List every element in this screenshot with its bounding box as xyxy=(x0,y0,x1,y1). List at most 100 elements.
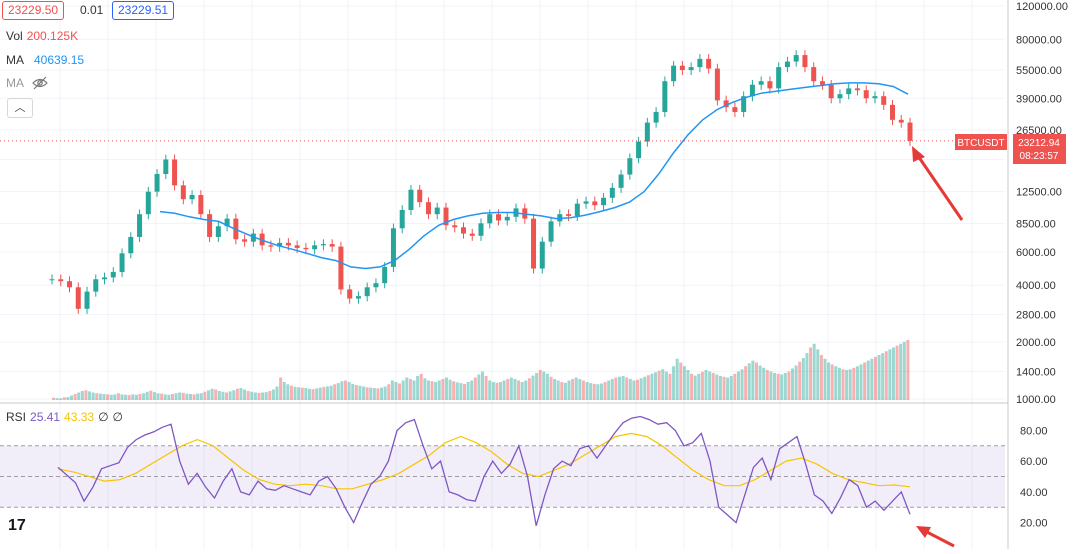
volume-bar xyxy=(282,382,286,400)
volume-bar xyxy=(448,379,452,400)
volume-bar xyxy=(852,367,856,400)
volume-bar xyxy=(188,394,192,400)
bid-price-chip[interactable]: 23229.50 xyxy=(2,1,65,20)
volume-bar xyxy=(863,362,867,400)
candle xyxy=(846,88,852,95)
volume-bar xyxy=(217,391,221,400)
collapse-legend-button[interactable]: ︿ xyxy=(7,98,33,118)
volume-legend[interactable]: Vol 200.125K xyxy=(6,29,78,43)
volume-bar xyxy=(477,374,481,400)
candle xyxy=(741,96,747,112)
candle xyxy=(390,228,396,267)
volume-bar xyxy=(639,378,643,400)
candle xyxy=(539,241,545,269)
volume-bar xyxy=(102,394,106,400)
volume-bar xyxy=(160,393,164,400)
volume-bar xyxy=(362,386,366,400)
volume-bar xyxy=(462,383,466,400)
volume-bar xyxy=(120,394,124,400)
rsi-line xyxy=(57,415,911,526)
rsi-tick-label: 40.00 xyxy=(1020,487,1048,499)
volume-bar xyxy=(124,394,128,400)
arrow-2-head xyxy=(916,526,931,538)
volume-bar xyxy=(542,371,546,400)
candle xyxy=(653,111,659,123)
volume-bar xyxy=(661,369,665,400)
volume-bar xyxy=(560,382,564,400)
candle xyxy=(443,207,449,226)
candle xyxy=(163,159,169,175)
volume-bar xyxy=(870,358,874,400)
volume-bar xyxy=(59,398,63,400)
volume-bar xyxy=(780,374,784,400)
rsi-tick-label: 80.00 xyxy=(1020,425,1048,437)
candle xyxy=(250,233,256,242)
ma-label: MA xyxy=(6,53,24,67)
volume-bar xyxy=(794,365,798,400)
volume-bar xyxy=(827,362,831,400)
candle xyxy=(425,202,431,215)
candle xyxy=(609,187,615,198)
volume-bar xyxy=(491,382,495,400)
volume-bar xyxy=(545,373,549,400)
volume-bar xyxy=(708,371,712,400)
rsi-band xyxy=(0,445,1005,508)
volume-bar xyxy=(297,387,301,400)
volume-bar xyxy=(506,379,510,400)
candle xyxy=(504,216,510,221)
volume-bar xyxy=(517,380,521,400)
candle xyxy=(811,67,817,82)
volume-bar xyxy=(801,358,805,400)
candle xyxy=(145,191,151,215)
volume-bar xyxy=(264,392,268,400)
volume-bar xyxy=(654,372,658,400)
volume-bar xyxy=(502,380,506,400)
candle xyxy=(189,195,195,200)
volume-bar xyxy=(567,380,571,400)
candle xyxy=(819,81,825,85)
volume-bar xyxy=(538,370,542,400)
ask-price-chip[interactable]: 23229.51 xyxy=(112,1,175,20)
rsi-legend[interactable]: RSI 25.41 43.33 ∅ ∅ xyxy=(6,410,123,424)
volume-bar xyxy=(722,376,726,400)
volume-bar xyxy=(773,373,777,400)
volume-bar xyxy=(736,371,740,400)
volume-bar xyxy=(419,373,423,400)
candle xyxy=(889,104,895,120)
volume-bar xyxy=(776,373,780,400)
candle xyxy=(303,247,309,250)
price-tag: BTCUSDT 23212.94 08:23:57 xyxy=(955,134,1066,164)
volume-bar xyxy=(859,364,863,400)
volume-bar xyxy=(805,353,809,400)
candle xyxy=(373,283,379,288)
volume-bar xyxy=(380,387,384,400)
price-tick-label: 4000.00 xyxy=(1016,280,1056,292)
volume-bar xyxy=(758,365,762,400)
volume-bar xyxy=(845,370,849,400)
candle xyxy=(355,296,361,299)
volume-bar xyxy=(636,379,640,400)
current-price: 23212.94 xyxy=(1018,138,1060,149)
eye-hidden-icon[interactable] xyxy=(32,76,48,90)
rsi-value: 25.41 xyxy=(30,410,61,424)
volume-bar xyxy=(149,390,153,400)
volume-bar xyxy=(571,379,575,400)
volume-bar xyxy=(700,371,704,400)
candle xyxy=(154,174,160,192)
candle xyxy=(320,244,326,246)
volume-bar xyxy=(372,388,376,400)
volume-bar xyxy=(524,380,528,400)
volume-bar xyxy=(347,382,351,400)
volume-bar xyxy=(329,385,333,400)
volume-bar xyxy=(715,374,719,400)
grid xyxy=(0,0,1008,549)
ma2-legend[interactable]: MA xyxy=(6,76,48,90)
volume-bar xyxy=(762,367,766,400)
candle xyxy=(137,214,143,237)
tradingview-logo[interactable]: 17 xyxy=(8,517,26,534)
volume-bar xyxy=(437,380,441,400)
ma-legend[interactable]: MA 40639.15 xyxy=(6,53,84,67)
volume-bar xyxy=(239,388,243,400)
